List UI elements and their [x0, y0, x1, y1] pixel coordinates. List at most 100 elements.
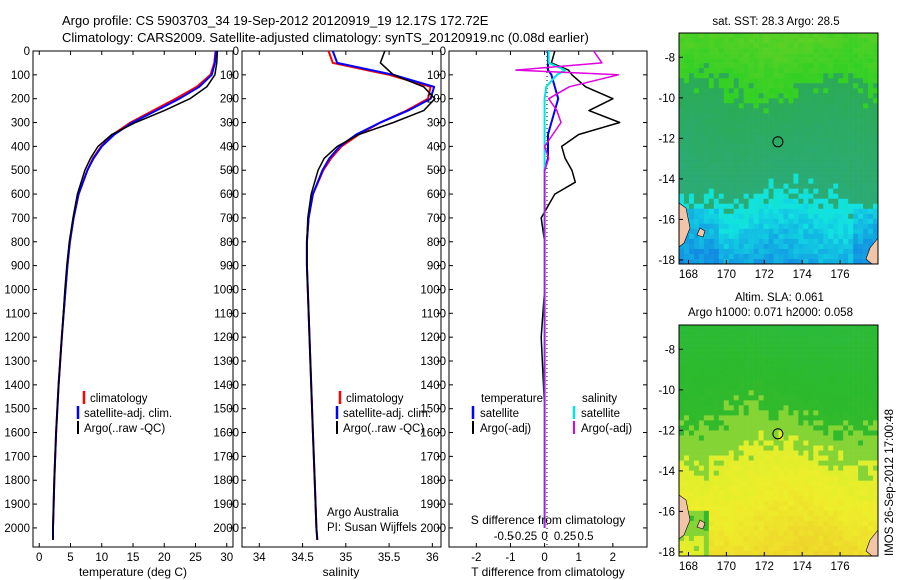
map-cell	[708, 415, 715, 421]
map-cell	[808, 460, 814, 466]
map-cell	[858, 33, 864, 39]
map-cell	[723, 455, 730, 461]
map-cell	[803, 480, 809, 486]
map-cell	[708, 188, 715, 194]
map-cell	[783, 48, 789, 54]
map-cell	[858, 345, 864, 351]
map-cell	[788, 243, 794, 250]
depth-tick-label: 100	[11, 70, 30, 82]
map-cell	[703, 238, 710, 245]
map-cell	[798, 415, 804, 421]
map-cell	[843, 68, 849, 74]
map-cell	[833, 520, 839, 527]
map-cell	[858, 420, 864, 426]
map-cell	[688, 233, 695, 240]
x-tick-label: 0	[36, 552, 42, 564]
map-cell	[728, 58, 735, 64]
map-cell	[788, 83, 794, 89]
map-cell	[763, 530, 769, 537]
map-cell	[858, 475, 864, 481]
map-cell	[793, 68, 799, 74]
map-cell	[738, 168, 744, 174]
map-cell	[843, 410, 849, 416]
map-cell	[708, 380, 715, 386]
map-cell	[823, 370, 829, 376]
map-cell	[718, 345, 725, 351]
map-cell	[693, 218, 700, 225]
map-cell	[753, 420, 759, 426]
map-cell	[858, 500, 864, 507]
map-cell	[733, 470, 739, 476]
map-cell	[823, 123, 829, 129]
map-cell	[848, 68, 854, 74]
map-cell	[683, 375, 690, 381]
map-cell	[788, 183, 794, 189]
map-cell	[748, 470, 754, 476]
map-cell	[738, 455, 744, 461]
map-cell	[843, 63, 849, 69]
map-cell	[708, 43, 715, 49]
map-cell	[733, 78, 739, 84]
map-cell	[763, 58, 769, 64]
map-cell	[828, 415, 834, 421]
map-cell	[843, 450, 849, 456]
map-cell	[803, 78, 809, 84]
map-cell	[838, 108, 844, 114]
map-cell	[708, 475, 715, 481]
map-cell	[723, 450, 730, 456]
depth-tick-label: 600	[11, 189, 30, 201]
salinity-lines	[305, 51, 436, 540]
map-cell	[758, 138, 764, 144]
map-cell	[848, 103, 854, 109]
map-cell	[808, 385, 814, 391]
map-cell	[798, 490, 804, 497]
map-cell	[853, 495, 859, 502]
map-cell	[768, 118, 774, 124]
map-cell	[773, 375, 779, 381]
map-cell	[788, 500, 794, 507]
map-cell	[693, 183, 700, 189]
map-cell	[813, 550, 819, 557]
map-cell	[763, 133, 769, 139]
map-cell	[679, 123, 685, 129]
map-cell	[683, 243, 690, 250]
map-cell	[843, 213, 849, 220]
map-cell	[723, 83, 730, 89]
map-cell	[723, 223, 730, 230]
map-cell	[768, 545, 774, 552]
map-cell	[688, 243, 695, 250]
map-cell	[753, 183, 759, 189]
map-cell	[703, 510, 710, 517]
map-cell	[768, 143, 774, 149]
map-cell	[843, 73, 849, 79]
map-cell	[828, 390, 834, 396]
map-cell	[833, 410, 839, 416]
map-cell	[758, 340, 764, 346]
map-cell	[743, 168, 749, 174]
map-cell	[813, 340, 819, 346]
map-cell	[863, 490, 869, 497]
map-cell	[863, 88, 869, 94]
map-cell	[818, 410, 824, 416]
map-cell	[813, 48, 819, 54]
map-cell	[828, 238, 834, 245]
map-cell	[828, 158, 834, 164]
map-cell	[858, 43, 864, 49]
map-cell	[818, 465, 824, 471]
map-cell	[783, 405, 789, 411]
map-cell	[728, 33, 735, 39]
map-cell	[723, 168, 730, 174]
map-cell	[753, 400, 759, 406]
map-cell	[843, 515, 849, 522]
map-cell	[838, 510, 844, 517]
map-cell	[863, 460, 869, 466]
map-cell	[868, 345, 874, 351]
map-cell	[688, 550, 695, 557]
map-cell	[738, 330, 744, 336]
map-cell	[818, 33, 824, 39]
map-cell	[679, 465, 685, 471]
map-cell	[793, 405, 799, 411]
map-cell	[723, 485, 730, 492]
map-cell	[718, 258, 725, 265]
map-cell	[703, 48, 710, 54]
